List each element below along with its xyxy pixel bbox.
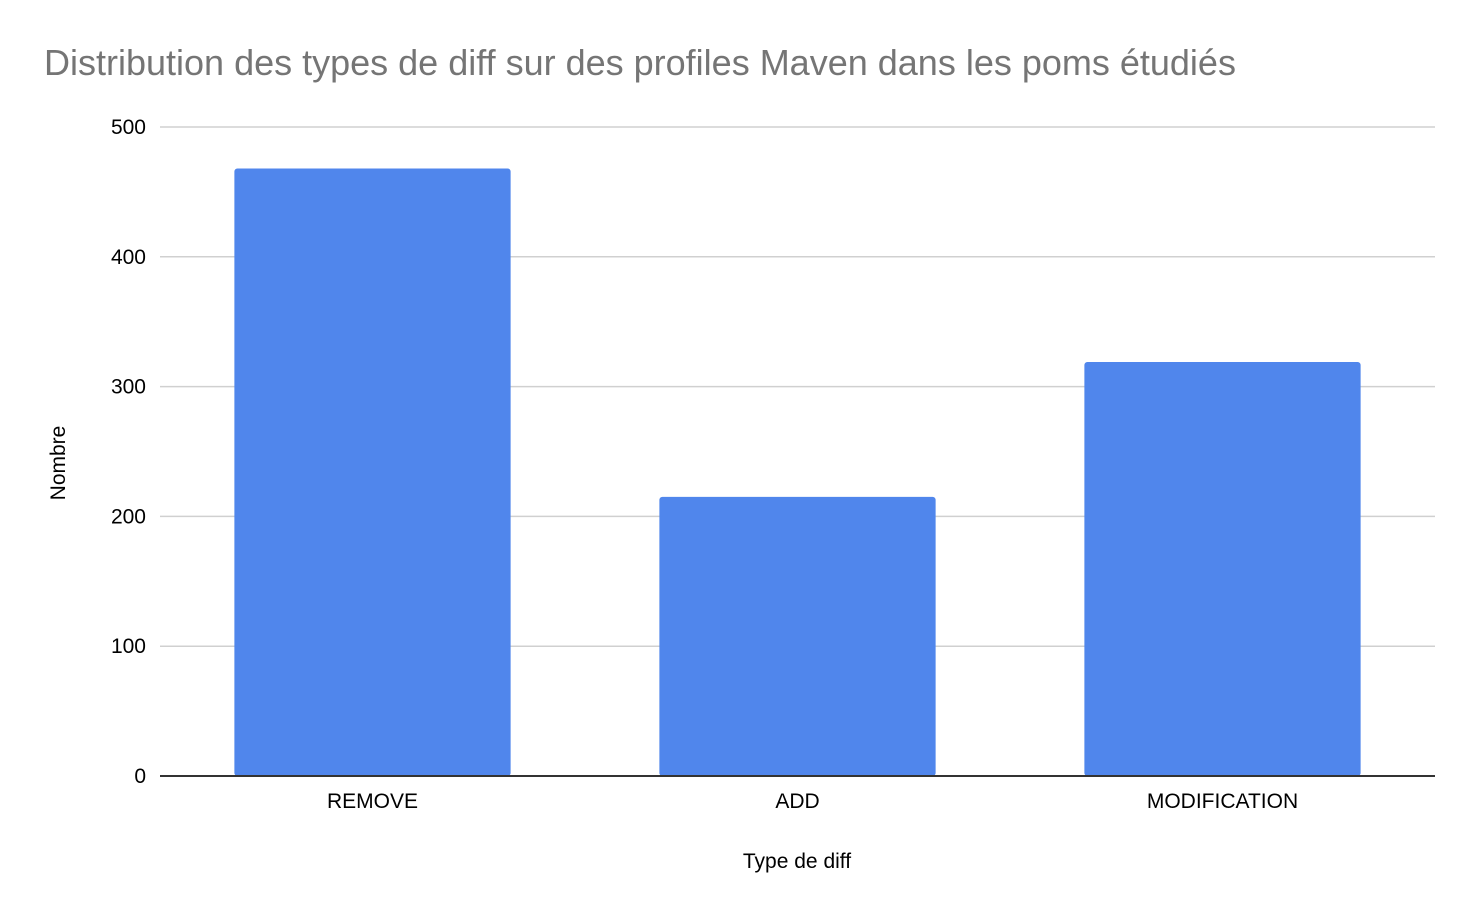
x-tick-label: MODIFICATION xyxy=(1147,790,1298,813)
y-tick-label: 500 xyxy=(111,116,146,139)
bar xyxy=(659,496,936,776)
bar xyxy=(234,168,511,776)
x-axis-ticks: REMOVE ADD MODIFICATION xyxy=(327,790,1298,813)
x-tick-label: ADD xyxy=(775,790,819,813)
y-tick-label: 200 xyxy=(111,505,146,528)
bars xyxy=(234,168,1361,776)
y-tick-label: 400 xyxy=(111,246,146,269)
chart-title: Distribution des types de diff sur des p… xyxy=(44,42,1236,83)
y-tick-label: 100 xyxy=(111,635,146,658)
x-tick-label: REMOVE xyxy=(327,790,418,813)
x-axis-label: Type de diff xyxy=(743,850,851,873)
y-tick-label: 300 xyxy=(111,376,146,399)
y-tick-label: 0 xyxy=(134,765,146,788)
y-axis-label: Nombre xyxy=(47,426,70,501)
bar xyxy=(1084,361,1361,776)
y-axis-ticks: 0 100 200 300 400 500 xyxy=(111,116,146,788)
